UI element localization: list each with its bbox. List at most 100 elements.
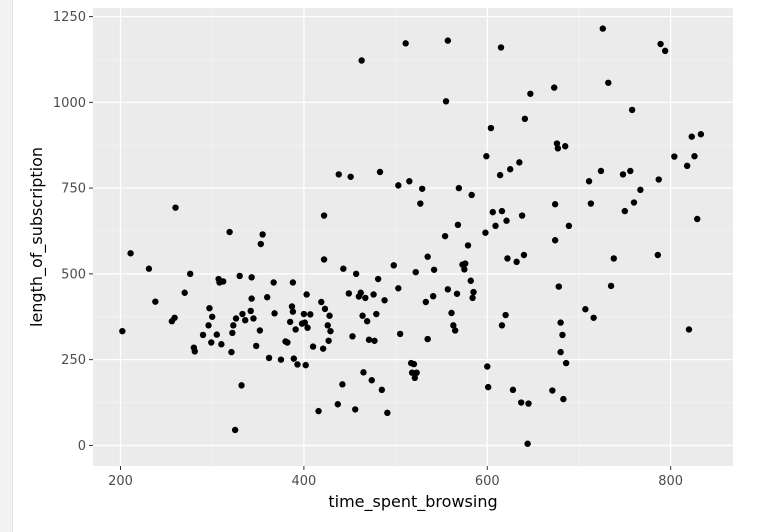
data-point <box>685 326 693 333</box>
data-point <box>320 212 328 219</box>
data-point <box>230 322 237 329</box>
data-point <box>199 331 207 339</box>
data-point <box>284 339 291 346</box>
data-point <box>559 331 566 339</box>
data-point <box>119 327 126 335</box>
data-point <box>326 312 333 319</box>
data-point <box>597 167 605 175</box>
data-point <box>286 318 294 326</box>
data-point <box>455 184 463 192</box>
data-point <box>557 319 564 326</box>
data-point <box>213 331 220 338</box>
data-point <box>610 255 618 262</box>
data-point <box>289 279 297 286</box>
y-tick-label: 750 <box>61 182 86 197</box>
data-point <box>378 386 386 394</box>
data-point <box>307 311 314 318</box>
data-point <box>373 310 380 318</box>
data-point <box>470 288 477 296</box>
data-point <box>444 37 452 44</box>
data-point <box>228 348 235 356</box>
data-point <box>503 217 510 224</box>
data-point <box>599 25 606 32</box>
data-point <box>289 308 297 315</box>
data-point <box>371 337 378 344</box>
data-point <box>424 253 431 260</box>
data-point <box>335 171 342 178</box>
data-point <box>694 215 701 223</box>
y-tick-label: 250 <box>61 353 86 368</box>
data-point <box>250 315 257 322</box>
data-point <box>365 336 373 343</box>
data-point <box>520 251 528 259</box>
data-point <box>349 333 356 340</box>
data-point <box>294 361 301 368</box>
data-point <box>492 222 499 230</box>
data-point <box>318 298 325 306</box>
data-point <box>304 324 311 331</box>
data-point <box>630 199 638 206</box>
data-point <box>186 270 194 278</box>
data-point <box>271 310 278 317</box>
y-tick-label: 0 <box>78 439 86 454</box>
left-panel-edge <box>0 0 13 532</box>
data-point <box>218 341 225 348</box>
data-point <box>152 298 159 305</box>
data-point <box>498 207 506 215</box>
data-point <box>220 278 227 285</box>
data-point <box>301 319 309 326</box>
data-point <box>661 47 669 55</box>
data-point <box>504 255 511 262</box>
data-point <box>657 40 664 48</box>
data-point <box>448 309 455 317</box>
data-point <box>345 290 353 297</box>
data-point <box>671 153 678 160</box>
data-point <box>619 171 627 178</box>
data-point <box>461 266 468 273</box>
data-point <box>319 345 327 352</box>
plot-panel <box>93 8 733 466</box>
data-point <box>320 256 328 263</box>
data-point <box>390 262 397 269</box>
data-point <box>370 291 377 298</box>
data-point <box>482 229 489 236</box>
data-point <box>395 285 402 292</box>
data-point <box>229 329 236 337</box>
data-point <box>430 266 438 273</box>
data-point <box>525 400 532 407</box>
data-point <box>208 313 216 320</box>
data-point <box>411 374 419 382</box>
data-point <box>205 322 212 329</box>
data-point <box>424 335 431 343</box>
data-point <box>587 200 595 207</box>
data-point <box>683 162 691 170</box>
data-point <box>489 208 496 216</box>
data-point <box>412 268 419 276</box>
data-point <box>321 305 329 313</box>
data-point <box>248 295 255 302</box>
x-tick-label: 200 <box>108 474 133 489</box>
axes: 200 400 600 800 0 250 500 750 1000 1250 <box>53 10 683 489</box>
data-point <box>362 294 369 302</box>
data-point <box>359 312 366 319</box>
data-point <box>347 173 354 180</box>
data-point <box>502 311 509 319</box>
data-point <box>524 440 531 447</box>
data-point <box>549 387 556 394</box>
data-point <box>257 240 264 248</box>
data-point <box>521 115 529 123</box>
data-point <box>451 327 459 334</box>
data-point <box>441 232 449 240</box>
grid-lines <box>93 8 733 466</box>
data-point <box>467 277 474 284</box>
data-point <box>506 166 514 173</box>
data-point <box>181 289 188 296</box>
data-point <box>509 386 517 394</box>
data-point <box>270 279 277 286</box>
data-point <box>231 426 239 434</box>
data-point <box>327 327 334 335</box>
data-point <box>691 153 698 160</box>
data-point <box>242 316 249 324</box>
data-point <box>464 242 472 249</box>
